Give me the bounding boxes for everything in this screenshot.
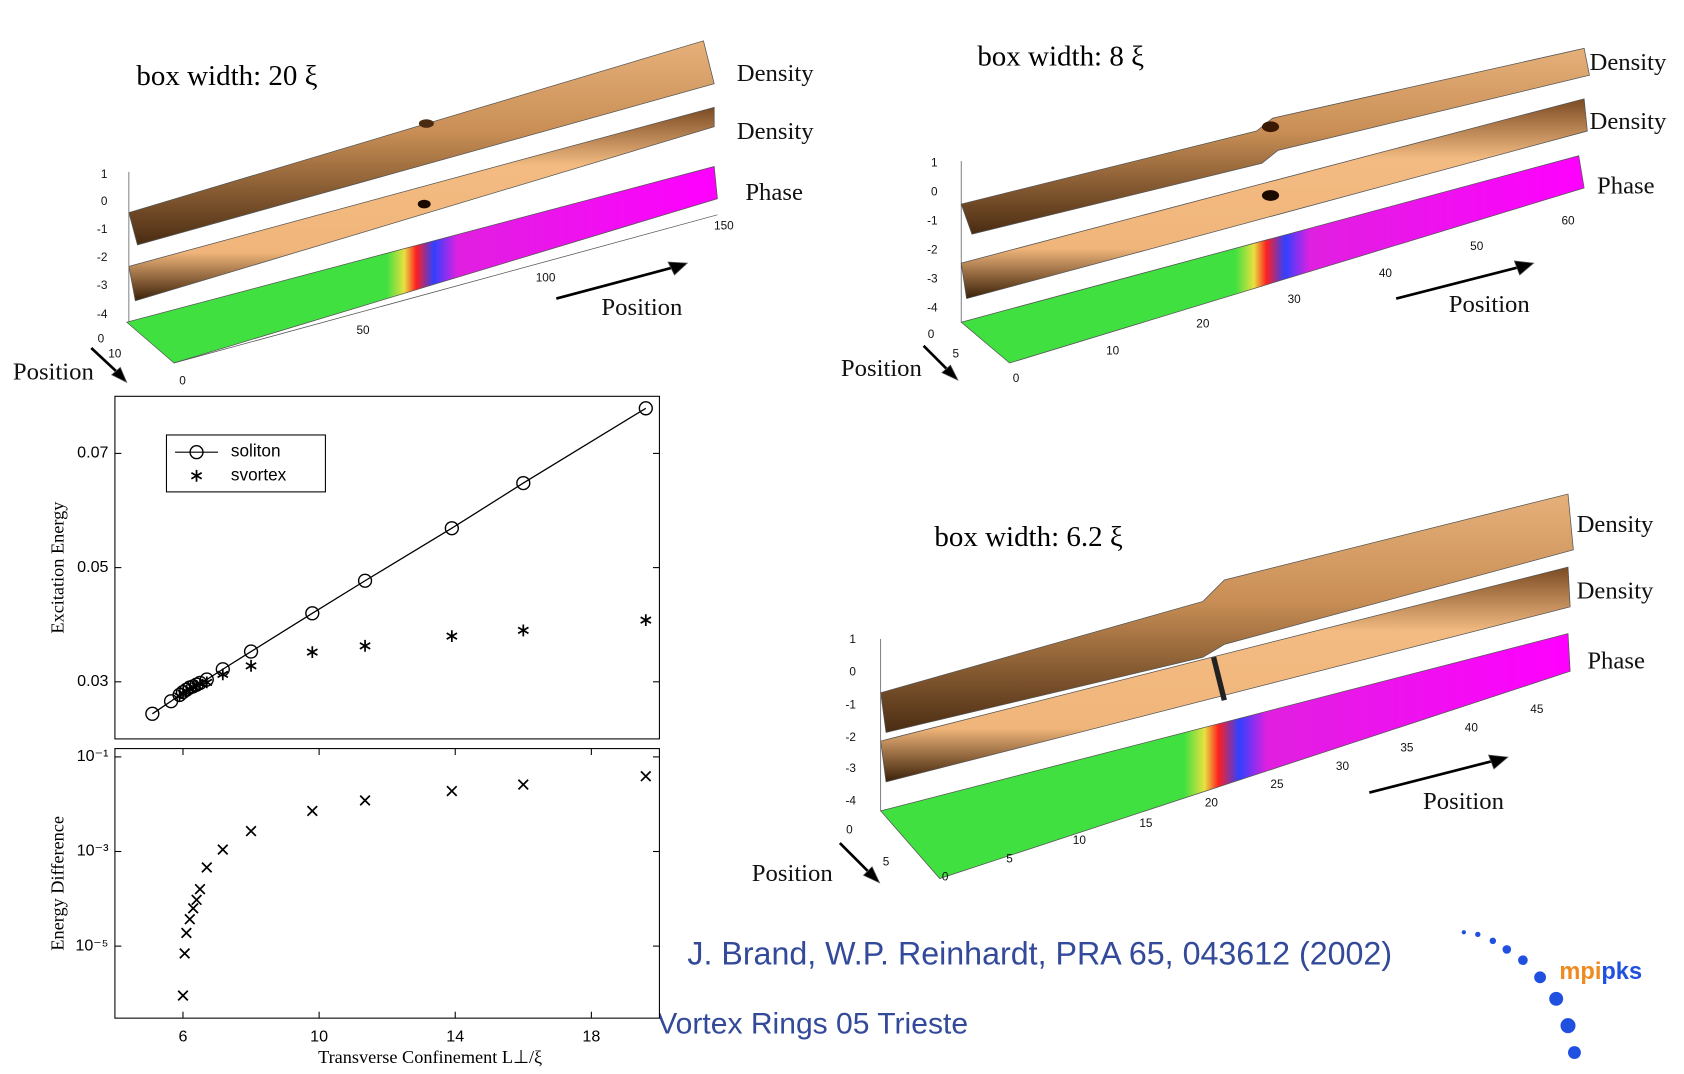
layer-label: Density xyxy=(1577,578,1654,605)
y-tick-label: 0 xyxy=(98,332,105,346)
layer-label: Density xyxy=(1589,49,1666,76)
x-tick-label: 100 xyxy=(536,270,556,284)
x-tick-label: 0 xyxy=(179,373,186,387)
z-tick-label: 0 xyxy=(931,184,938,198)
layer-label: Density xyxy=(1577,511,1654,538)
logo-left: mpi xyxy=(1559,959,1601,985)
axis-label: Position xyxy=(13,358,94,385)
layer-label: Phase xyxy=(1587,647,1645,674)
layer-label: Density xyxy=(1589,108,1666,135)
z-tick-label: -1 xyxy=(97,222,107,236)
x-tick-label: 10 xyxy=(1073,833,1087,847)
x-axis-label: Transverse Confinement L⊥/ξ xyxy=(318,1047,542,1067)
y-tick-label: 10⁻¹ xyxy=(77,747,109,765)
plot-frame xyxy=(115,749,660,1019)
z-tick-label: 1 xyxy=(849,632,856,646)
z-tick-label: -3 xyxy=(845,761,856,775)
panel-title: box width: 8 ξ xyxy=(977,41,1144,73)
y-tick-label: 10 xyxy=(108,347,122,361)
page: J. Brand, W.P. Reinhardt, PRA 65, 043612… xyxy=(0,0,1684,1074)
x-tick-label: 20 xyxy=(1196,316,1210,330)
x-tick-label: 45 xyxy=(1530,702,1544,716)
y-tick-label: 0 xyxy=(928,327,935,341)
z-tick-label: 0 xyxy=(849,664,856,678)
x-tick-label: 60 xyxy=(1561,213,1575,227)
x-tick-label: 35 xyxy=(1400,741,1414,755)
event: Vortex Rings 05 Trieste xyxy=(657,1008,968,1041)
x-tick-label: 14 xyxy=(446,1028,464,1046)
x-tick-label: 0 xyxy=(942,870,949,884)
x-tick-label: 150 xyxy=(714,219,734,233)
z-tick-label: -3 xyxy=(927,271,938,285)
x-tick-label: 50 xyxy=(356,323,370,337)
x-tick-label: 40 xyxy=(1379,266,1393,280)
axis-label: Position xyxy=(601,294,682,321)
layer-label: Density xyxy=(737,60,814,87)
x-tick-label: 20 xyxy=(1205,795,1219,809)
logo-dots xyxy=(1462,930,1581,1059)
z-tick-label: 1 xyxy=(931,155,938,169)
x-tick-label: 10 xyxy=(310,1028,328,1046)
x-tick-label: 30 xyxy=(1288,292,1302,306)
x-tick-label: 50 xyxy=(1470,239,1484,253)
z-tick-label: 0 xyxy=(101,194,108,208)
x-tick-label: 30 xyxy=(1336,759,1350,773)
z-tick-label: -1 xyxy=(845,698,856,712)
panel-title: box width: 20 ξ xyxy=(136,60,317,92)
z-tick-label: -1 xyxy=(927,213,938,227)
axis-label: Position xyxy=(752,860,833,887)
layer-label: Density xyxy=(737,118,814,145)
slide: J. Brand, W.P. Reinhardt, PRA 65, 043612… xyxy=(0,0,1684,1074)
y-tick-label: 5 xyxy=(953,347,960,361)
x-tick-label: 6 xyxy=(179,1028,188,1046)
panel-title: box width: 6.2 ξ xyxy=(934,521,1123,553)
layer-label: Phase xyxy=(745,179,803,206)
z-tick-label: -2 xyxy=(97,250,107,264)
axis-label: Position xyxy=(841,355,922,382)
z-tick-label: -2 xyxy=(927,242,938,256)
y-tick-label: 0.07 xyxy=(77,444,108,462)
legend-label: soliton xyxy=(231,441,281,461)
x-tick-label: 18 xyxy=(582,1028,600,1046)
y-tick-label: 0 xyxy=(846,822,853,836)
y-tick-label: 5 xyxy=(883,855,890,869)
z-tick-label: -3 xyxy=(97,278,108,292)
z-tick-label: -4 xyxy=(845,793,856,807)
axis-label: Position xyxy=(1423,788,1504,815)
y-axis-label: Excitation Energy xyxy=(47,501,67,634)
citation: J. Brand, W.P. Reinhardt, PRA 65, 043612… xyxy=(687,935,1392,971)
surface-panel-2 xyxy=(924,48,1590,380)
x-tick-label: 5 xyxy=(1006,851,1013,865)
logo: mpipks xyxy=(1559,959,1642,985)
z-tick-label: -2 xyxy=(845,730,856,744)
legend-label: svortex xyxy=(231,464,287,484)
x-tick-label: 25 xyxy=(1270,777,1284,791)
y-tick-label: 10⁻³ xyxy=(77,842,109,860)
x-tick-label: 15 xyxy=(1139,816,1153,830)
layer-label: Phase xyxy=(1597,173,1655,200)
x-tick-label: 0 xyxy=(1013,371,1020,385)
logo-right: pks xyxy=(1601,959,1642,985)
z-tick-label: -4 xyxy=(927,300,938,314)
z-tick-label: -4 xyxy=(97,307,108,321)
y-tick-label: 0.05 xyxy=(77,558,108,576)
axis-label: Position xyxy=(1449,291,1530,318)
y-axis-label: Energy Difference xyxy=(47,816,67,951)
y-tick-label: 10⁻⁵ xyxy=(75,936,108,954)
y-tick-label: 0.03 xyxy=(77,672,108,690)
x-tick-label: 40 xyxy=(1465,720,1479,734)
z-tick-label: 1 xyxy=(101,167,108,181)
x-tick-label: 10 xyxy=(1106,343,1120,357)
